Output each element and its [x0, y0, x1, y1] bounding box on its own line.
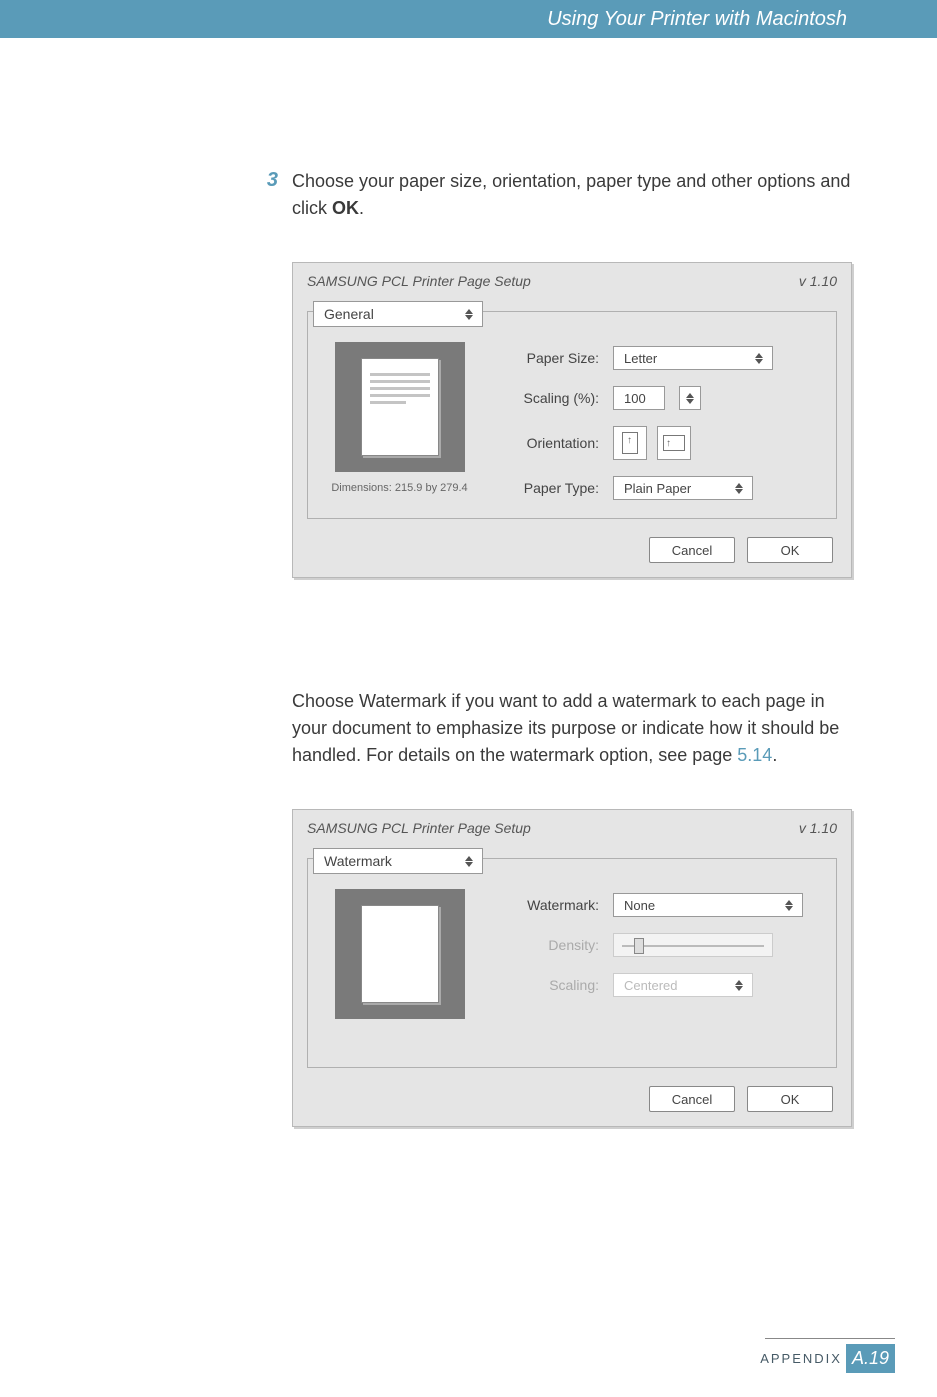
density-slider[interactable]: [613, 933, 773, 957]
paper-type-select[interactable]: Plain Paper: [613, 476, 753, 500]
tab-dropdown[interactable]: Watermark: [313, 848, 483, 874]
footer-page-badge: A.19: [846, 1344, 895, 1373]
orientation-portrait-button[interactable]: ↑: [613, 426, 647, 460]
slider-thumb[interactable]: [634, 938, 644, 954]
dialog-button-row: Cancel OK: [293, 1078, 851, 1126]
footer-label: APPENDIX: [760, 1351, 842, 1366]
watermark-select[interactable]: None: [613, 893, 803, 917]
landscape-icon: ↑: [663, 435, 685, 451]
watermark-label: Watermark:: [499, 897, 599, 913]
dialog-version: v 1.10: [799, 273, 837, 289]
step-number: 3: [260, 168, 278, 222]
paper-type-label: Paper Type:: [499, 480, 599, 496]
scaling-stepper[interactable]: [679, 386, 701, 410]
preview-column: [322, 889, 477, 1049]
scaling-value-box[interactable]: 100: [613, 386, 665, 410]
scaling-row: Scaling: Centered: [499, 973, 822, 997]
dialog-title: SAMSUNG PCL Printer Page Setup: [307, 820, 531, 836]
cancel-button[interactable]: Cancel: [649, 537, 735, 563]
scaling-label: Scaling:: [499, 977, 599, 993]
paper-size-select[interactable]: Letter: [613, 346, 773, 370]
tab-label: General: [324, 306, 374, 322]
chevron-updown-icon: [732, 480, 746, 496]
step-text-bold: OK: [332, 198, 359, 218]
chevron-updown-icon: [752, 350, 766, 366]
tab-dropdown[interactable]: General: [313, 301, 483, 327]
dialog-title: SAMSUNG PCL Printer Page Setup: [307, 273, 531, 289]
dialog-groupbox: Dimensions: 215.9 by 279.4 Paper Size: L…: [307, 311, 837, 519]
form-column: Watermark: None Density: Scaling: Cente: [499, 889, 822, 1049]
page-setup-dialog-watermark: SAMSUNG PCL Printer Page Setup v 1.10 Wa…: [292, 809, 852, 1127]
orientation-label: Orientation:: [499, 435, 599, 451]
page-preview: [335, 889, 465, 1019]
density-row: Density:: [499, 933, 822, 957]
ok-button[interactable]: OK: [747, 1086, 833, 1112]
form-column: Paper Size: Letter Scaling (%): 100: [499, 342, 822, 500]
scaling-value: Centered: [624, 978, 677, 993]
step-text: Choose your paper size, orientation, pap…: [292, 168, 857, 222]
page-setup-dialog-general: SAMSUNG PCL Printer Page Setup v 1.10 Ge…: [292, 262, 852, 578]
cancel-button[interactable]: Cancel: [649, 1086, 735, 1112]
portrait-icon: ↑: [622, 432, 638, 454]
orientation-row: Orientation: ↑ ↑: [499, 426, 822, 460]
dialog-button-row: Cancel OK: [293, 529, 851, 577]
scaling-select: Centered: [613, 973, 753, 997]
tab-label: Watermark: [324, 853, 392, 869]
step-block: 3 Choose your paper size, orientation, p…: [260, 168, 857, 222]
header-title: Using Your Printer with Macintosh: [547, 8, 847, 31]
dialog-header: SAMSUNG PCL Printer Page Setup v 1.10: [293, 810, 851, 844]
step-text-b: .: [359, 198, 364, 218]
scaling-row: Scaling (%): 100: [499, 386, 822, 410]
page-content: 3 Choose your paper size, orientation, p…: [0, 38, 937, 1127]
preview-page-icon: [361, 358, 439, 456]
paper-size-label: Paper Size:: [499, 350, 599, 366]
dialog-header: SAMSUNG PCL Printer Page Setup v 1.10: [293, 263, 851, 297]
orientation-buttons: ↑ ↑: [613, 426, 691, 460]
watermark-paragraph: Choose Watermark if you want to add a wa…: [292, 688, 857, 769]
chevron-updown-icon: [462, 853, 476, 869]
chevron-updown-icon: [683, 390, 697, 406]
step-text-a: Choose your paper size, orientation, pap…: [292, 171, 850, 218]
preview-column: Dimensions: 215.9 by 279.4: [322, 342, 477, 500]
preview-page-icon: [361, 905, 439, 1003]
chevron-updown-icon: [462, 306, 476, 322]
dialog-groupbox: Watermark: None Density: Scaling: Cente: [307, 858, 837, 1068]
watermark-row: Watermark: None: [499, 893, 822, 917]
footer-rule: [765, 1338, 895, 1339]
paper-type-row: Paper Type: Plain Paper: [499, 476, 822, 500]
dimensions-label: Dimensions: 215.9 by 279.4: [331, 482, 467, 494]
scaling-value: 100: [624, 391, 646, 406]
chevron-updown-icon: [732, 977, 746, 993]
ok-button[interactable]: OK: [747, 537, 833, 563]
scaling-label: Scaling (%):: [499, 390, 599, 406]
dialog-version: v 1.10: [799, 820, 837, 836]
density-label: Density:: [499, 937, 599, 953]
page-footer: APPENDIX A.19: [760, 1344, 895, 1373]
paper-type-value: Plain Paper: [624, 481, 691, 496]
orientation-landscape-button[interactable]: ↑: [657, 426, 691, 460]
paper-size-value: Letter: [624, 351, 657, 366]
chevron-updown-icon: [782, 897, 796, 913]
paper-size-row: Paper Size: Letter: [499, 346, 822, 370]
watermark-value: None: [624, 898, 655, 913]
page-preview: [335, 342, 465, 472]
page-link[interactable]: 5.14: [737, 745, 772, 765]
para-text-b: .: [772, 745, 777, 765]
page-header-bar: Using Your Printer with Macintosh: [0, 0, 937, 38]
